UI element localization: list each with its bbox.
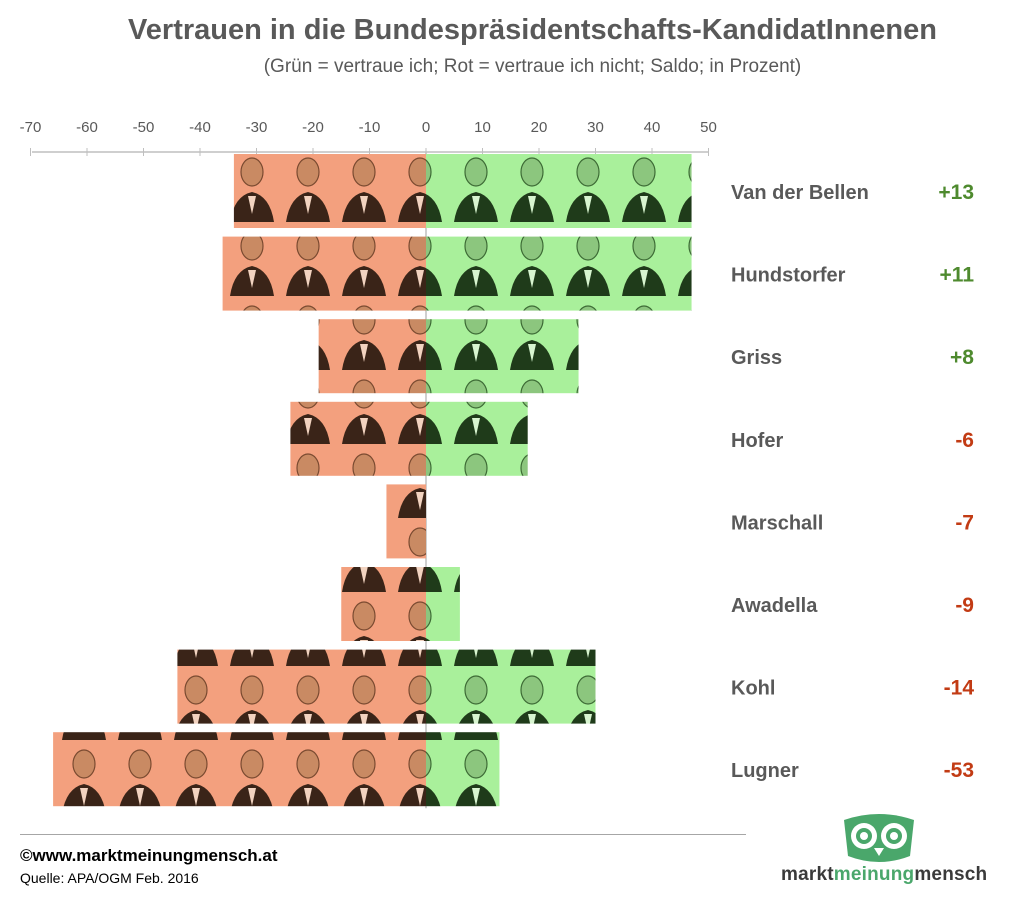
category-label: Griss [731,347,782,369]
saldo-label: +11 [940,264,975,287]
owl-logo-icon [844,814,914,862]
footer-divider [20,834,746,835]
saldo-label: -53 [944,759,974,782]
saldo-label: -14 [944,677,975,700]
saldo-label: +13 [938,181,974,204]
x-tick-label: -70 [20,119,42,136]
brand-part3: mensch [914,864,988,885]
x-tick-label: -20 [302,119,324,136]
brand-part1: markt [781,864,834,885]
x-tick-label: -50 [133,119,155,136]
bar-distrust [222,236,426,311]
category-label: Hofer [731,430,783,452]
category-label: Van der Bellen [731,182,869,204]
website-link[interactable]: ©www.marktmeinungmensch.at [20,846,278,865]
bar-trust [426,236,692,311]
saldo-label: -6 [955,429,974,452]
saldo-label: -7 [955,511,974,534]
bar-distrust [233,154,426,228]
x-tick-label: 30 [587,119,604,136]
bar-distrust [386,484,426,559]
bar-trust [426,649,596,724]
bar-distrust [318,319,426,394]
x-tick-label: 10 [474,119,491,136]
x-tick-label: -60 [76,119,98,136]
bar-distrust [177,649,426,724]
x-tick-label: 0 [422,119,430,136]
chart-title: Vertrauen in die Bundespräsidentschafts-… [128,14,937,46]
bar-trust [426,567,460,641]
bar-distrust [290,401,426,476]
chart-subtitle: (Grün = vertraue ich; Rot = vertraue ich… [263,56,802,77]
x-tick-label: 50 [700,119,717,136]
bar-distrust [53,732,426,807]
bar-distrust [341,567,426,641]
x-tick-label: -40 [189,119,211,136]
bar-trust [426,154,692,228]
source-note: Quelle: APA/OGM Feb. 2016 [20,870,199,886]
brand-logo: marktmeinungmensch [781,864,987,886]
saldo-label: +8 [950,346,974,369]
saldo-label: -9 [955,594,974,617]
category-label: Hundstorfer [731,265,846,287]
x-tick-label: 20 [531,119,548,136]
category-label: Awadella [731,595,818,617]
x-tick-label: -30 [246,119,268,136]
bar-trust [426,732,500,807]
bar-trust [426,401,528,476]
x-tick-label: -10 [359,119,381,136]
category-label: Marschall [731,512,823,534]
bar-trust [426,319,579,394]
x-tick-label: 40 [644,119,661,136]
category-label: Kohl [731,678,775,700]
category-label: Lugner [731,760,799,782]
brand-part2: meinung [833,864,915,885]
